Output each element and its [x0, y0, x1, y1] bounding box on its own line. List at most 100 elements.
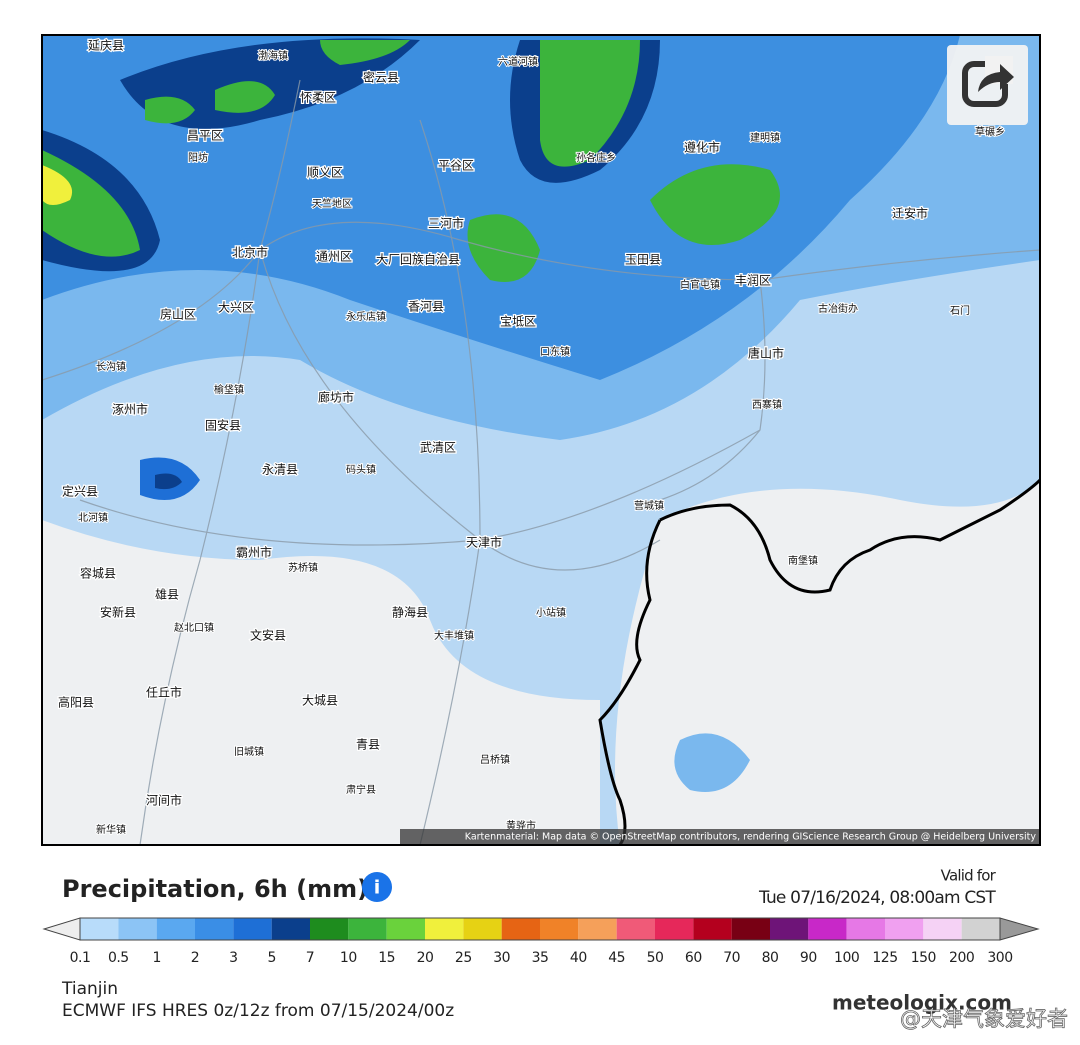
colorbar-segment: [731, 918, 770, 940]
place-label: 口东镇: [540, 345, 570, 358]
attribution-bg: [400, 829, 1040, 845]
share-button[interactable]: [947, 45, 1028, 125]
place-label: 容城县: [80, 566, 116, 581]
place-label: 房山区: [160, 307, 196, 322]
colorbar-segment: [885, 918, 924, 940]
colorbar-tick-label: 200: [949, 950, 974, 966]
location: Tianjin: [61, 979, 118, 999]
colorbar-tick-label: 45: [608, 950, 625, 966]
colorbar-tick-label: 15: [378, 950, 395, 966]
place-label: 北河镇: [78, 511, 108, 524]
colorbar-tick-label: 150: [911, 950, 936, 966]
valid-label: Valid for: [941, 867, 997, 885]
place-label: 遵化市: [684, 140, 720, 155]
place-label: 固安县: [205, 418, 241, 433]
place-label: 吕桥镇: [480, 753, 510, 766]
info-icon[interactable]: i: [362, 872, 392, 902]
brand: meteologix.com: [832, 991, 1012, 1015]
colorbar-tick-label: 0.5: [108, 950, 129, 966]
colorbar-tick-label: 7: [306, 950, 314, 966]
place-label: 青县: [356, 738, 380, 752]
colorbar-segment: [501, 918, 540, 940]
place-label: 涿州市: [112, 402, 148, 417]
svg-text:i: i: [374, 877, 381, 899]
place-label: 永清县: [262, 463, 298, 477]
colorbar-tick-label: 5: [267, 950, 275, 966]
colorbar-segment: [80, 918, 119, 940]
colorbar-tick-label: 300: [987, 950, 1012, 966]
colorbar-high-arrow: [999, 917, 1040, 941]
place-label: 霸州市: [236, 545, 272, 560]
place-label: 榆垡镇: [214, 383, 244, 396]
place-label: 古冶街办: [818, 302, 858, 315]
place-label: 苏桥镇: [288, 561, 318, 574]
place-label: 草碾乡: [975, 126, 1005, 138]
colorbar-tick-label: 20: [417, 950, 434, 966]
colorbar-segment: [156, 918, 195, 940]
place-label: 迁安市: [892, 206, 928, 221]
place-label: 南堡镇: [788, 554, 818, 567]
colorbar-tick-label: 80: [762, 950, 779, 966]
colorbar-segment: [655, 918, 694, 940]
place-label: 大兴区: [218, 301, 254, 315]
place-label: 静海县: [392, 605, 428, 620]
colorbar-tick-label: 50: [647, 950, 664, 966]
colorbar-segment: [540, 918, 579, 940]
colorbar-segment: [808, 918, 847, 940]
place-label: 六道河镇: [498, 55, 538, 68]
place-label: 丰润区: [735, 274, 771, 288]
colorbar-segment: [271, 918, 310, 940]
colorbar-tick-label: 90: [800, 950, 817, 966]
map-area: [42, 35, 1040, 845]
place-label: 顺义区: [307, 166, 343, 180]
place-label: 高阳县: [58, 695, 94, 710]
legend-title: Precipitation, 6h (mm): [62, 875, 368, 903]
colorbar-segment: [923, 918, 962, 940]
place-label: 昌平区: [187, 129, 223, 143]
place-label: 天竺地区: [312, 197, 352, 210]
place-label: 三河市: [428, 216, 464, 231]
place-label: 旧城镇: [234, 745, 264, 758]
place-label: 怀柔区: [300, 91, 336, 105]
colorbar-tick-label: 40: [570, 950, 587, 966]
place-label: 大厂回族自治县: [376, 253, 460, 267]
valid-time: Tue 07/16/2024, 08:00am CST: [758, 888, 996, 908]
place-label: 石门: [950, 304, 970, 317]
place-label: 赵北口镇: [174, 621, 214, 634]
place-label: 文安县: [250, 628, 286, 643]
colorbar-segment: [195, 918, 234, 940]
place-label: 孙各庄乡: [576, 151, 616, 164]
place-label: 新华镇: [96, 823, 126, 836]
colorbar-tick-label: 25: [455, 950, 472, 966]
colorbar-segment: [961, 918, 1000, 940]
place-label: 香河县: [408, 300, 444, 314]
colorbar-segment: [386, 918, 425, 940]
place-label: 任丘市: [146, 685, 182, 700]
attribution: Kartenmaterial: Map data © OpenStreetMap…: [465, 832, 1037, 843]
watermark: @天津气象爱好者: [900, 1007, 1068, 1031]
place-label: 白官屯镇: [680, 278, 720, 291]
place-label: 建明镇: [750, 131, 780, 144]
colorbar-tick-label: 3: [229, 950, 237, 966]
place-label: 玉田县: [625, 253, 661, 267]
colorbar-tick-label: 0.1: [70, 950, 91, 966]
place-label: 通州区: [316, 250, 352, 264]
colorbar-border: [79, 917, 1001, 941]
place-label: 宝坻区: [500, 314, 536, 329]
colorbar-low-arrow: [42, 917, 81, 941]
place-label: 武清区: [420, 441, 456, 455]
place-label: 肃宁县: [346, 783, 376, 796]
place-label: 营城镇: [634, 499, 664, 512]
place-label: 天津市: [466, 535, 502, 550]
colorbar-tick-label: 1: [152, 950, 160, 966]
colorbar-tick-label: 30: [493, 950, 510, 966]
colorbar-segment: [425, 918, 464, 940]
place-label: 延庆县: [88, 39, 124, 53]
road-network: [42, 79, 1040, 845]
place-label: 定兴县: [62, 484, 98, 499]
model-info: ECMWF IFS HRES 0z/12z from 07/15/2024/00…: [62, 1001, 454, 1021]
colorbar-tick-label: 125: [872, 950, 897, 966]
place-label: 西寨镇: [752, 398, 782, 411]
